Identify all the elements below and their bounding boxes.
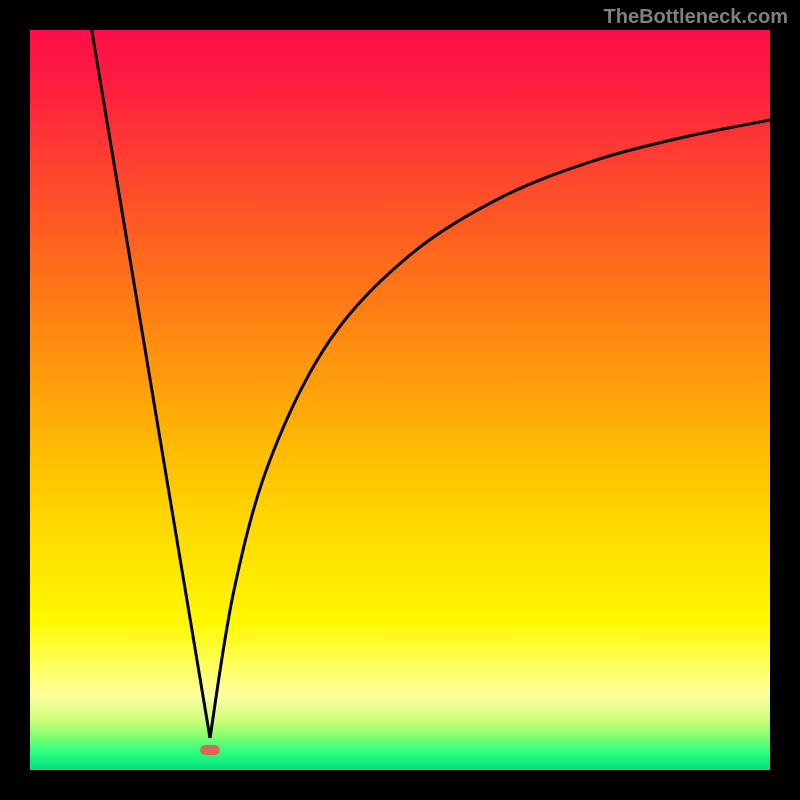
- curve-right-segment: [210, 120, 770, 738]
- plot-area: [30, 30, 770, 770]
- curve-left-segment: [90, 30, 210, 738]
- watermark-text: TheBottleneck.com: [604, 6, 788, 29]
- minimum-marker: [200, 745, 220, 755]
- curve-layer: [30, 30, 770, 770]
